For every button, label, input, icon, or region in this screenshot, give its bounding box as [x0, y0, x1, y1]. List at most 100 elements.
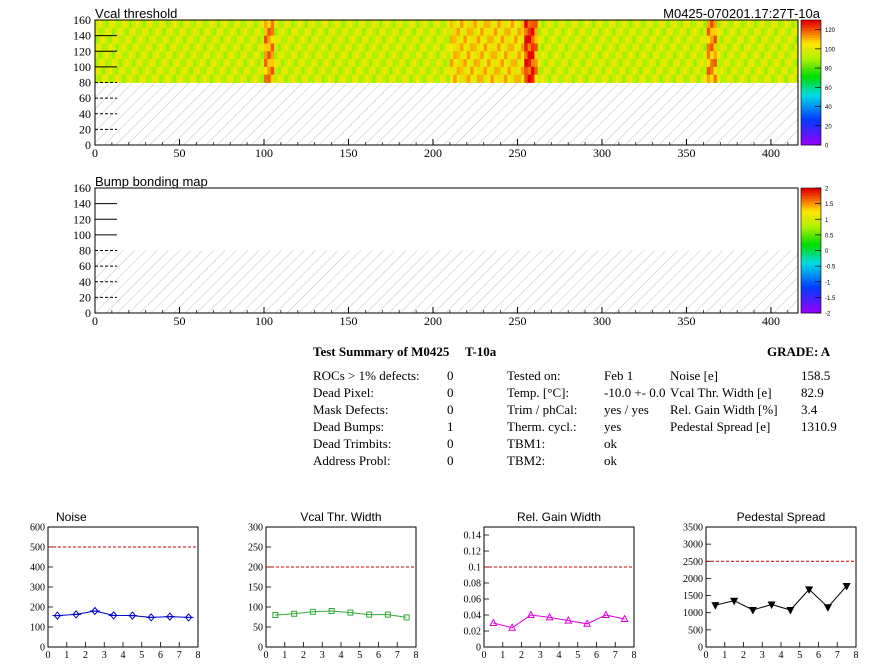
- map-cell: [635, 35, 640, 44]
- map-cell: [111, 35, 116, 44]
- map-cell: [693, 43, 698, 52]
- map-cell: [419, 51, 424, 60]
- map-cell: [260, 43, 265, 52]
- map-cell: [784, 51, 789, 60]
- y-tick-label: 200: [30, 603, 45, 614]
- map-cell: [409, 20, 414, 29]
- map-cell: [162, 59, 167, 68]
- map-cell: [737, 43, 741, 52]
- map-cell: [443, 43, 447, 52]
- map-cell: [118, 35, 123, 44]
- map-cell: [172, 20, 177, 29]
- y-tick-label: 600: [30, 523, 45, 534]
- map-cell: [470, 43, 474, 52]
- map-cell: [463, 51, 468, 60]
- map-cell: [679, 66, 684, 76]
- map-cell: [531, 66, 535, 76]
- map-cell: [253, 59, 258, 68]
- map-cell: [777, 74, 782, 83]
- map-cell: [297, 59, 302, 68]
- map-cell: [686, 74, 691, 83]
- palette-cell: [801, 310, 821, 314]
- map-cell: [642, 74, 647, 83]
- map-cell: [770, 20, 775, 29]
- map-cell: [713, 35, 718, 44]
- map-cell: [402, 59, 407, 68]
- map-cell: [179, 27, 184, 37]
- map-cell: [791, 27, 796, 37]
- map-cell: [236, 35, 241, 44]
- map-cell: [402, 35, 407, 44]
- map-cell: [257, 43, 262, 52]
- map-cell: [537, 59, 542, 68]
- x-tick-label: 200: [424, 314, 442, 328]
- map-cell: [645, 74, 650, 83]
- map-cell: [507, 27, 512, 37]
- map-cell: [571, 20, 576, 29]
- map-cell: [280, 27, 285, 37]
- map-cell: [439, 51, 444, 60]
- map-cell: [585, 35, 589, 44]
- map-cell: [767, 59, 772, 68]
- map-cell: [777, 59, 782, 68]
- map-cell: [581, 20, 586, 29]
- map-cell: [105, 59, 109, 68]
- map-cell: [378, 74, 383, 83]
- map-cell: [193, 59, 197, 68]
- data-point: [805, 586, 814, 594]
- map-cell: [358, 59, 363, 68]
- map-cell: [476, 35, 481, 44]
- map-cell: [95, 43, 99, 52]
- map-cell: [372, 66, 376, 76]
- map-cell: [165, 20, 170, 29]
- map-cell: [770, 27, 775, 37]
- map-cell: [226, 59, 231, 68]
- map-cell: [196, 27, 201, 37]
- palette-tick-label: -0.5: [825, 265, 836, 271]
- map-cell: [558, 66, 562, 76]
- map-cell: [747, 43, 752, 52]
- map-cell: [372, 20, 376, 29]
- map-cell: [284, 35, 289, 44]
- map-cell: [784, 35, 789, 44]
- x-tick-label: 50: [173, 146, 185, 160]
- map-cell: [206, 59, 211, 68]
- map-cell: [612, 66, 616, 76]
- map-cell: [270, 20, 275, 29]
- map-cell: [277, 66, 282, 76]
- map-cell: [642, 20, 647, 29]
- map-cell: [392, 51, 397, 60]
- summary-row-value: ok: [604, 453, 617, 468]
- map-cell: [375, 74, 380, 83]
- map-cell: [257, 27, 262, 37]
- map-cell: [267, 35, 272, 44]
- map-cell: [733, 51, 738, 60]
- y-tick-label: 500: [688, 625, 703, 636]
- map-cell: [260, 74, 265, 83]
- map-cell: [203, 59, 207, 68]
- chart-title: Rel. Gain Width: [517, 510, 601, 524]
- map-cell: [500, 59, 505, 68]
- map-cell: [750, 51, 755, 60]
- palette-cell: [801, 102, 821, 106]
- palette-cell: [801, 305, 821, 309]
- summary-row-value: 0: [447, 436, 454, 451]
- map-cell: [253, 27, 258, 37]
- y-tick-label: 160: [73, 13, 91, 27]
- map-cell: [676, 59, 681, 68]
- map-cell: [767, 74, 772, 83]
- y-tick-label: 140: [73, 197, 91, 211]
- palette-cell: [801, 57, 821, 61]
- map-cell: [649, 43, 654, 52]
- map-cell: [781, 43, 785, 52]
- map-cell: [412, 35, 417, 44]
- map-cell: [321, 35, 326, 44]
- map-cell: [253, 66, 258, 76]
- map-cell: [149, 51, 153, 60]
- map-cell: [730, 43, 735, 52]
- summary-row-value: yes / yes: [604, 402, 649, 417]
- map-cell: [527, 74, 532, 83]
- map-cell: [395, 51, 400, 60]
- map-cell: [263, 74, 268, 83]
- map-cell: [284, 59, 289, 68]
